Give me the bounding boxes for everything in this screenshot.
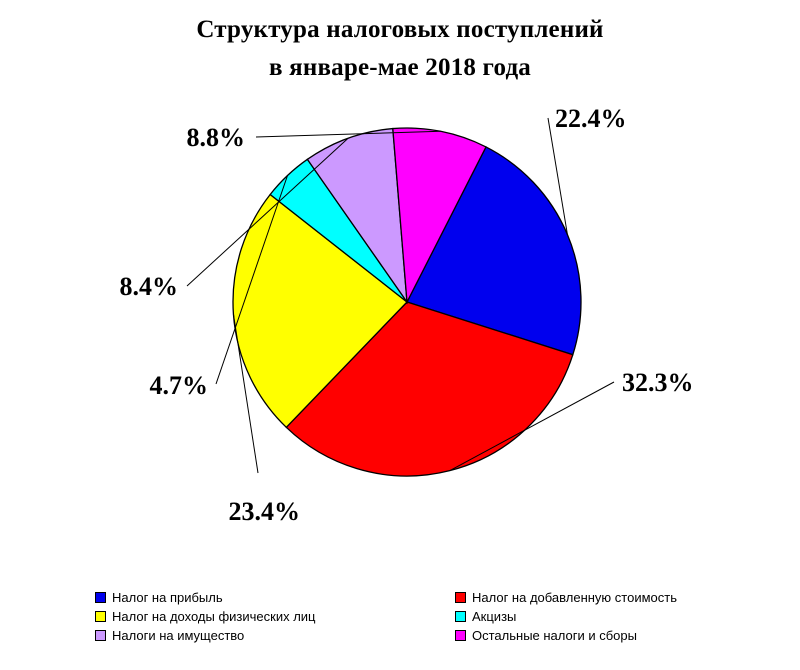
chart-title-line-2: в январе-мае 2018 года [268,54,532,81]
legend-item-income-tax: Налог на доходы физических лиц [95,607,316,625]
legend-swatch [455,591,466,603]
slice-value-label: 8.4% [120,272,179,301]
leader-line [449,381,615,472]
legend-item-other-taxes: Остальные налоги и сборы [455,626,637,644]
legend-item-vat: Налог на добавленную стоимость [455,588,677,606]
legend-label: Налог на доходы физических лиц [112,608,316,624]
legend-item-profit-tax: Налог на прибыль [95,588,223,606]
pie-chart: 22.4% 32.3% 23.4% 4.7% 8.4% 8.8% [120,104,694,526]
legend-swatch [95,591,106,603]
legend-label: Акцизы [472,608,517,624]
slice-value-label: 22.4% [555,104,627,133]
legend-swatch [455,610,466,622]
slice-value-label: 23.4% [229,497,301,526]
slice-value-label: 4.7% [150,371,209,400]
pie-slice [406,146,582,356]
legend-item-property-tax: Налоги на имущество [95,626,244,644]
legend-label: Налоги на имущество [112,627,245,643]
leader-line [215,175,288,385]
legend-label: Налог на прибыль [112,589,223,605]
leader-line [255,130,441,138]
legend-swatch [95,610,106,622]
leader-line [232,313,259,474]
legend-label: Налог на добавленную стоимость [472,589,677,605]
legend-swatch [95,629,106,641]
slice-value-label: 32.3% [622,368,694,397]
legend-label: Остальные налоги и сборы [472,627,637,643]
legend-item-excise: Акцизы [455,607,516,625]
slice-value-label: 8.8% [187,123,246,152]
leader-line [186,137,349,287]
legend-swatch [455,629,466,641]
leader-line [547,117,568,235]
chart-title-line-1: Структура налоговых поступлений [196,16,604,43]
